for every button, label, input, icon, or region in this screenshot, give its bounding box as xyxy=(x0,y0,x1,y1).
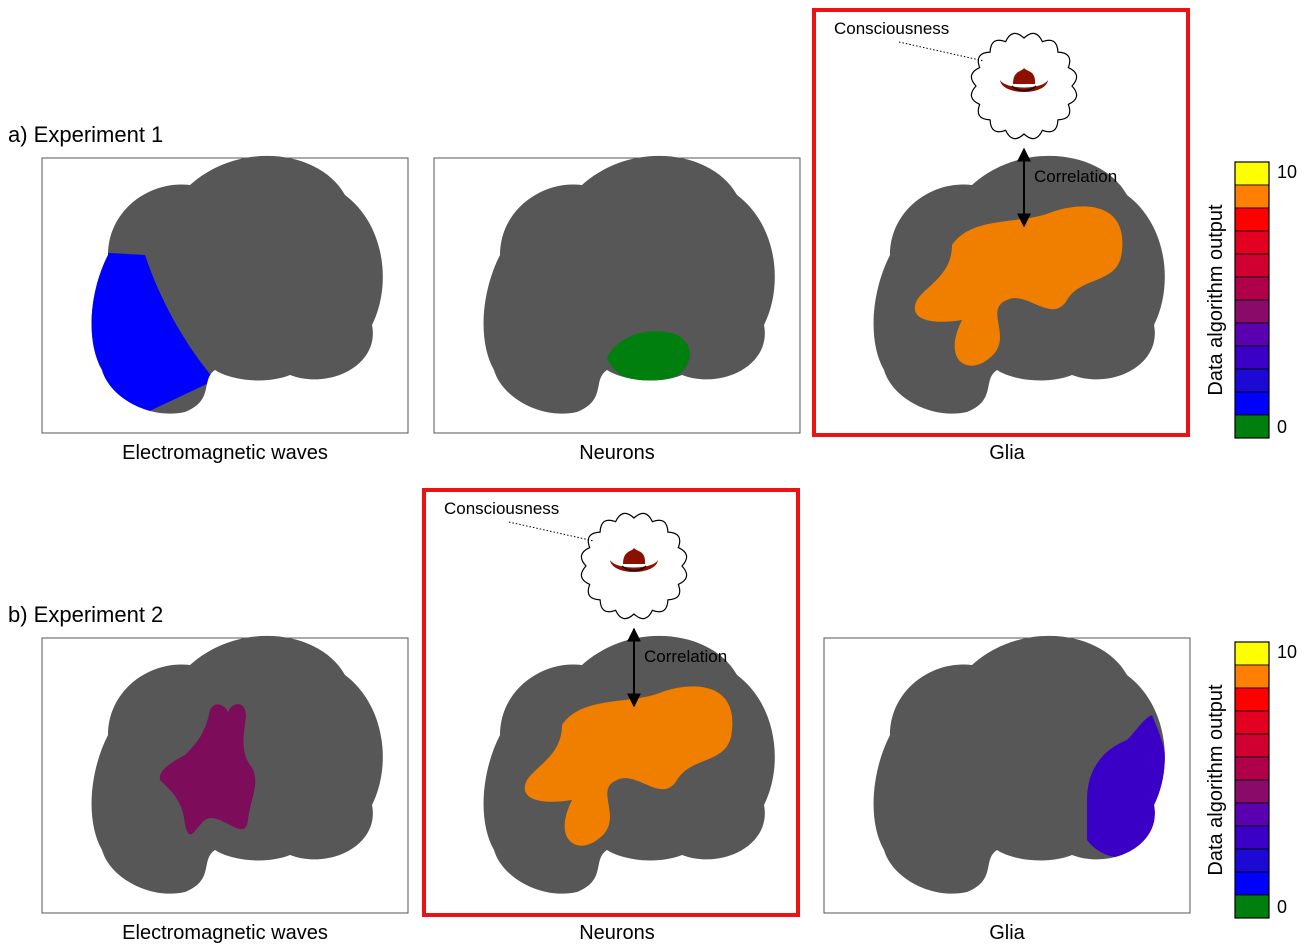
scale-cell xyxy=(1234,299,1270,324)
panel-caption: Electromagnetic waves xyxy=(122,922,328,944)
panel-caption: Glia xyxy=(989,922,1025,944)
scale-min-label: 0 xyxy=(1277,417,1287,437)
panel-electromagnetic-waves: Electromagnetic waves xyxy=(41,155,409,464)
brain xyxy=(873,155,1165,414)
scale-cell xyxy=(1234,687,1270,712)
scale-cell xyxy=(1234,276,1270,301)
highlight-frame xyxy=(812,8,1190,437)
panel-caption: Electromagnetic waves xyxy=(122,442,328,464)
scale-cell xyxy=(1234,368,1270,393)
scale-cell xyxy=(1234,345,1270,370)
panel-caption: Neurons xyxy=(579,442,655,464)
scale-cell xyxy=(1234,710,1270,735)
panel-glia: Glia xyxy=(823,635,1191,944)
panel-frame xyxy=(41,157,409,434)
consciousness-bubble: Consciousness Correlation xyxy=(444,499,727,708)
panel-frame xyxy=(823,637,1191,914)
experiment-heading: a) Experiment 1 xyxy=(8,122,163,147)
label-leader xyxy=(898,41,985,62)
scale-cell xyxy=(1234,802,1270,827)
brain xyxy=(483,635,775,894)
consciousness-label: Consciousness xyxy=(444,499,559,518)
scale-cell xyxy=(1234,414,1270,439)
thought-bubble-icon xyxy=(580,512,688,620)
scale-cell xyxy=(1234,391,1270,416)
scale-cell xyxy=(1234,322,1270,347)
panel-neurons: Neurons Consciousness Correlation xyxy=(422,488,800,944)
brain xyxy=(873,635,1165,894)
scale-cell xyxy=(1234,207,1270,232)
color-scale: 10 0 Data algorithm output xyxy=(1205,641,1297,919)
scale-cell xyxy=(1234,253,1270,278)
scale-cell xyxy=(1234,894,1270,919)
scale-cell xyxy=(1234,230,1270,255)
activation-region xyxy=(159,704,256,835)
thought-bubble-icon xyxy=(970,32,1078,140)
scale-cell xyxy=(1234,756,1270,781)
scale-outline xyxy=(1234,161,1270,439)
panel-caption: Glia xyxy=(989,442,1025,464)
panel-neurons: Neurons xyxy=(433,155,801,464)
scale-cell xyxy=(1234,664,1270,689)
experiment-1: a) Experiment 1 Electromagnetic waves Neur… xyxy=(8,8,1297,464)
scale-cell xyxy=(1234,871,1270,896)
experiment-2: b) Experiment 2 Electromagnetic waves Neur… xyxy=(8,488,1297,944)
brain xyxy=(91,155,383,414)
panel-frame xyxy=(433,157,801,434)
scale-max-label: 10 xyxy=(1277,162,1297,182)
panel-glia: Glia Consciousness Correlation xyxy=(812,8,1190,464)
scale-cell xyxy=(1234,184,1270,209)
panel-electromagnetic-waves: Electromagnetic waves xyxy=(41,635,409,944)
brain xyxy=(91,635,383,894)
experiment-heading: b) Experiment 2 xyxy=(8,602,163,627)
brain xyxy=(483,155,775,414)
scale-max-label: 10 xyxy=(1277,642,1297,662)
scale-cell xyxy=(1234,779,1270,804)
correlation-label: Correlation xyxy=(1034,167,1117,186)
scale-cell xyxy=(1234,641,1270,666)
cowboy-hat-icon xyxy=(1000,68,1048,92)
label-leader xyxy=(508,521,595,542)
cowboy-hat-icon xyxy=(610,548,658,572)
scale-cell xyxy=(1234,848,1270,873)
correlation-label: Correlation xyxy=(644,647,727,666)
activation-region xyxy=(914,206,1123,366)
scale-outline xyxy=(1234,641,1270,919)
scale-min-label: 0 xyxy=(1277,897,1287,917)
consciousness-label: Consciousness xyxy=(834,19,949,38)
activation-region xyxy=(524,686,733,846)
color-scale: 10 0 Data algorithm output xyxy=(1205,161,1297,439)
scale-cell xyxy=(1234,825,1270,850)
highlight-frame xyxy=(422,488,800,917)
scale-cell xyxy=(1234,733,1270,758)
activation-region xyxy=(607,331,690,383)
panel-caption: Neurons xyxy=(579,922,655,944)
scale-title: Data algorithm output xyxy=(1205,204,1227,396)
panel-frame xyxy=(41,637,409,914)
scale-cell xyxy=(1234,161,1270,186)
consciousness-bubble: Consciousness Correlation xyxy=(834,19,1117,228)
activation-region xyxy=(1087,715,1165,858)
scale-title: Data algorithm output xyxy=(1205,684,1227,876)
